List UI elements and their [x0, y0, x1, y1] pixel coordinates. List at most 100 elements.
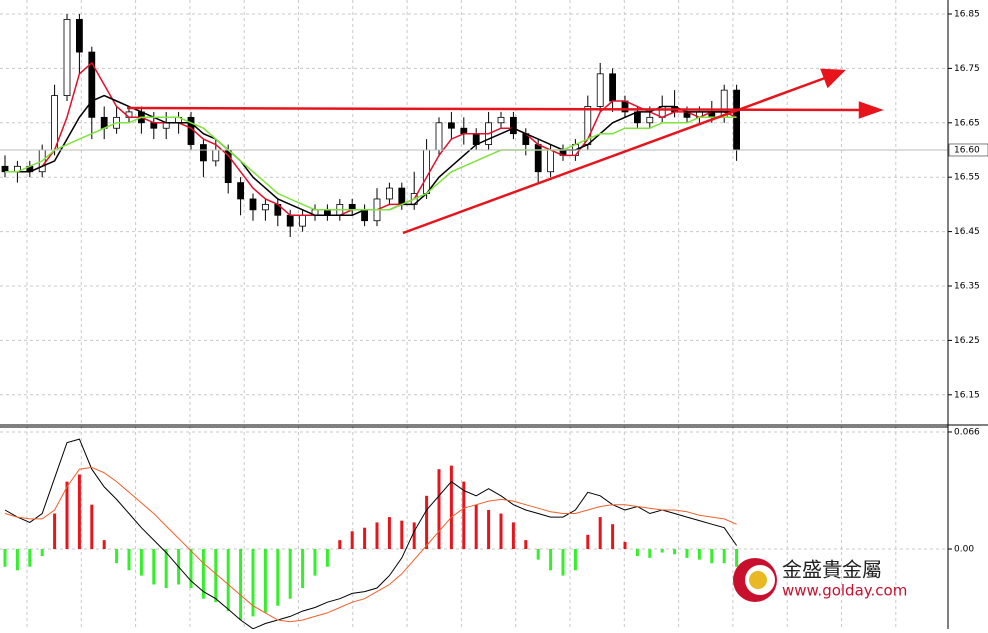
y-tick-label: 16.25	[954, 336, 980, 346]
histogram-bar	[561, 549, 565, 576]
histogram-bar	[735, 549, 739, 567]
histogram-bar	[623, 541, 627, 550]
histogram-bar	[288, 549, 292, 599]
histogram-bar	[425, 495, 429, 550]
moving-average	[5, 94, 737, 217]
histogram-bar	[115, 549, 119, 564]
histogram-bar	[139, 549, 143, 576]
histogram-bar	[214, 549, 218, 603]
candle-body	[261, 203, 269, 211]
y-tick-label: 0.00	[954, 545, 974, 555]
candle-body	[646, 116, 654, 124]
histogram-bar	[127, 549, 131, 571]
histogram-bar	[350, 531, 354, 550]
candle-body	[460, 127, 468, 135]
histogram-bar	[685, 549, 689, 558]
histogram-bar	[648, 549, 652, 558]
y-tick-label: 16.65	[954, 118, 980, 128]
y-tick-label: 16.75	[954, 64, 980, 74]
candle-body	[212, 149, 220, 162]
histogram-bar	[15, 549, 19, 571]
moving-average	[5, 116, 737, 211]
candle-body	[385, 187, 393, 200]
macd-line	[4, 466, 737, 623]
histogram-bar	[363, 527, 367, 550]
histogram-bar	[462, 481, 466, 550]
histogram-bar	[635, 549, 639, 557]
histogram-bar	[189, 549, 193, 589]
candle-body	[76, 19, 83, 53]
candle-body	[596, 73, 604, 107]
histogram-bar	[536, 549, 540, 560]
histogram-bar	[276, 549, 280, 606]
candle-body	[435, 122, 443, 151]
histogram-bar	[251, 549, 255, 617]
candle-body	[237, 182, 245, 200]
y-tick-label: 0.066	[954, 427, 980, 437]
histogram-bar	[499, 513, 503, 550]
vertical-grid	[26, 0, 897, 629]
y-tick-label: 16.35	[954, 281, 980, 291]
histogram-bar	[263, 549, 267, 613]
histogram-bar	[325, 549, 329, 567]
histogram-bar	[40, 549, 44, 557]
histogram-bar	[239, 549, 243, 620]
candle-body	[51, 95, 58, 151]
histogram-bar	[487, 509, 491, 550]
histogram-bar	[412, 522, 416, 550]
candle-body	[547, 149, 554, 173]
layers: 16.85 16.75 16.65 16.55 16.45 16.35 16.25 16.15…	[0, 9, 988, 630]
histogram-bar	[697, 549, 701, 560]
candle-body	[199, 144, 207, 162]
histogram-bar	[77, 474, 81, 550]
histogram-bar	[338, 540, 342, 550]
histogram-bar	[511, 522, 515, 550]
candle-body	[609, 73, 616, 102]
histogram-bar	[449, 465, 453, 550]
histogram-bar	[301, 549, 305, 589]
histogram-bar	[549, 549, 553, 571]
histogram-bar	[400, 520, 404, 550]
macd-line	[4, 438, 738, 630]
trend-lines	[126, 68, 884, 235]
y-tick-label: 16.55	[954, 173, 980, 183]
histogram-bar	[524, 540, 528, 550]
histogram-bar	[387, 517, 391, 550]
candle-body	[249, 198, 257, 211]
histogram-bar	[102, 540, 106, 550]
histogram-bar	[28, 549, 32, 567]
histogram-bar	[722, 549, 726, 564]
candle-body	[497, 116, 505, 124]
candle-body	[1, 165, 9, 173]
candle-body	[447, 122, 455, 129]
candle-body	[733, 89, 740, 151]
histogram-bar	[164, 549, 168, 589]
histogram-bar	[53, 513, 57, 550]
candle-body	[534, 144, 542, 173]
histogram-bar	[710, 549, 714, 564]
histogram-bar	[611, 524, 615, 550]
candle-body	[299, 214, 307, 227]
candle-body	[509, 116, 517, 135]
histogram-bar	[201, 549, 205, 599]
candle-body	[88, 51, 96, 118]
candle-body	[162, 122, 170, 129]
y-tick-label: 16.45	[954, 227, 980, 237]
candle-body	[423, 149, 431, 194]
y-tick-label: 16.15	[954, 390, 980, 400]
histogram-bar	[573, 549, 577, 571]
histogram-bar	[673, 549, 677, 555]
candle-body	[398, 187, 406, 205]
current-price-box	[948, 143, 988, 157]
brand-url: www.golday.com	[782, 582, 907, 600]
current-price-label: 16.60	[954, 145, 980, 155]
candle-body	[63, 19, 71, 96]
candle-body	[150, 122, 158, 129]
brand-name: 金盛貴金屬	[782, 558, 882, 582]
histogram-bar	[586, 534, 590, 550]
histogram-bar	[437, 469, 441, 550]
histogram-bar	[313, 549, 317, 576]
candle-body	[323, 209, 331, 216]
histogram-bar	[65, 481, 69, 550]
